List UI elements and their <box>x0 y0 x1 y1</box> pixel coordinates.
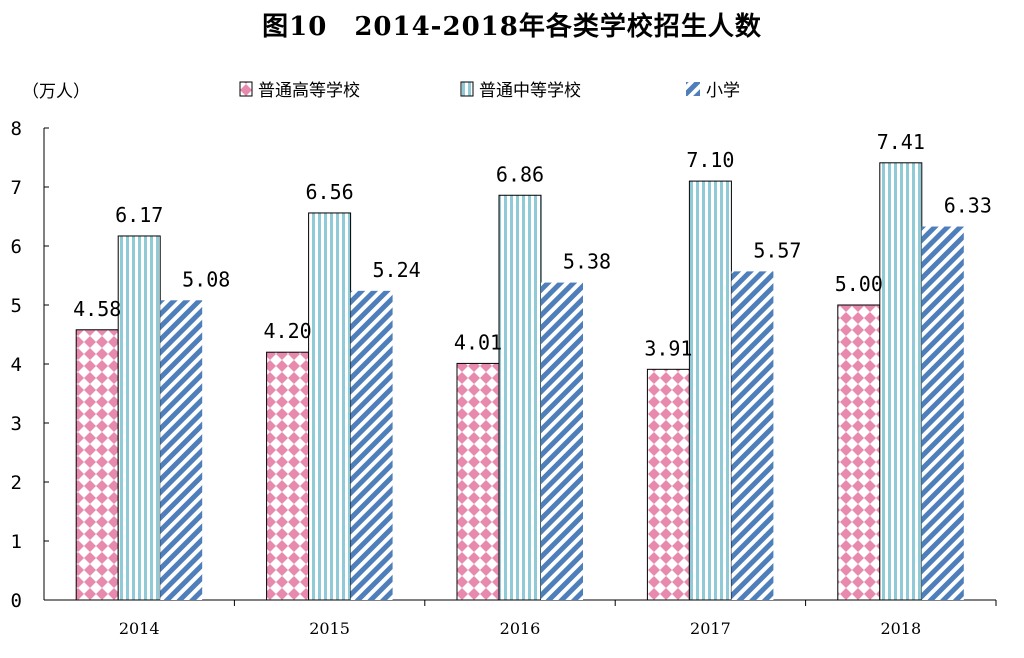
value-label-secondary-2017: 7.10 <box>686 148 734 172</box>
bar-higher-ed-2017 <box>646 368 690 601</box>
value-label-higher-ed-2015: 4.20 <box>264 319 312 343</box>
value-label-primary-2017: 5.57 <box>753 238 801 262</box>
value-label-primary-2016: 5.38 <box>563 250 611 274</box>
y-tick-label: 2 <box>11 472 22 494</box>
y-tick-label: 3 <box>11 413 22 435</box>
y-unit-label: （万人） <box>22 82 90 102</box>
bar-secondary-2015 <box>308 212 352 601</box>
y-tick-label: 0 <box>11 590 22 612</box>
value-label-primary-2015: 5.24 <box>373 258 421 282</box>
value-label-secondary-2016: 6.86 <box>496 162 544 186</box>
y-tick-label: 1 <box>11 531 22 553</box>
value-label-higher-ed-2017: 3.91 <box>644 336 692 360</box>
bar-higher-ed-2016 <box>456 362 500 601</box>
y-tick-label: 8 <box>11 118 22 140</box>
x-category-label: 2017 <box>690 619 731 638</box>
legend-swatch-higher-ed <box>239 81 253 97</box>
legend-swatch-secondary <box>460 81 474 97</box>
value-label-higher-ed-2014: 4.58 <box>73 297 121 321</box>
value-label-higher-ed-2016: 4.01 <box>454 330 502 354</box>
chart-title: 图10 2014-2018年各类学校招生人数 <box>262 12 762 42</box>
bar-higher-ed-2018 <box>837 304 881 601</box>
bar-primary-2016 <box>541 282 583 600</box>
bar-primary-2014 <box>160 300 203 600</box>
value-label-primary-2018: 6.33 <box>944 194 992 218</box>
legend-label-primary: 小学 <box>706 81 740 101</box>
legend-label-secondary: 普通中等学校 <box>479 81 581 101</box>
value-label-secondary-2015: 6.56 <box>306 180 354 204</box>
legend-swatch-primary <box>686 82 700 96</box>
x-category-label: 2014 <box>119 619 160 638</box>
bar-primary-2015 <box>350 290 393 600</box>
bar-higher-ed-2015 <box>266 351 310 601</box>
value-label-primary-2014: 5.08 <box>182 267 230 291</box>
value-label-secondary-2018: 7.41 <box>877 130 925 154</box>
bar-secondary-2016 <box>498 194 542 601</box>
x-category-label: 2016 <box>500 619 541 638</box>
value-label-higher-ed-2018: 5.00 <box>835 272 883 296</box>
x-category-label: 2018 <box>880 619 921 638</box>
y-tick-label: 7 <box>11 177 22 199</box>
value-label-secondary-2014: 6.17 <box>115 203 163 227</box>
x-category-label: 2015 <box>309 619 350 638</box>
y-tick-label: 4 <box>11 354 22 376</box>
bar-primary-2018 <box>921 226 964 600</box>
bar-secondary-2014 <box>117 235 161 601</box>
bar-higher-ed-2014 <box>75 329 119 601</box>
bar-secondary-2017 <box>688 180 732 601</box>
y-tick-label: 5 <box>11 295 22 317</box>
bar-secondary-2018 <box>879 162 923 601</box>
bar-primary-2017 <box>731 271 774 600</box>
y-tick-label: 6 <box>11 236 22 258</box>
legend: 普通高等学校 普通中等学校 小学 <box>239 81 740 101</box>
legend-label-higher-ed: 普通高等学校 <box>258 81 360 101</box>
